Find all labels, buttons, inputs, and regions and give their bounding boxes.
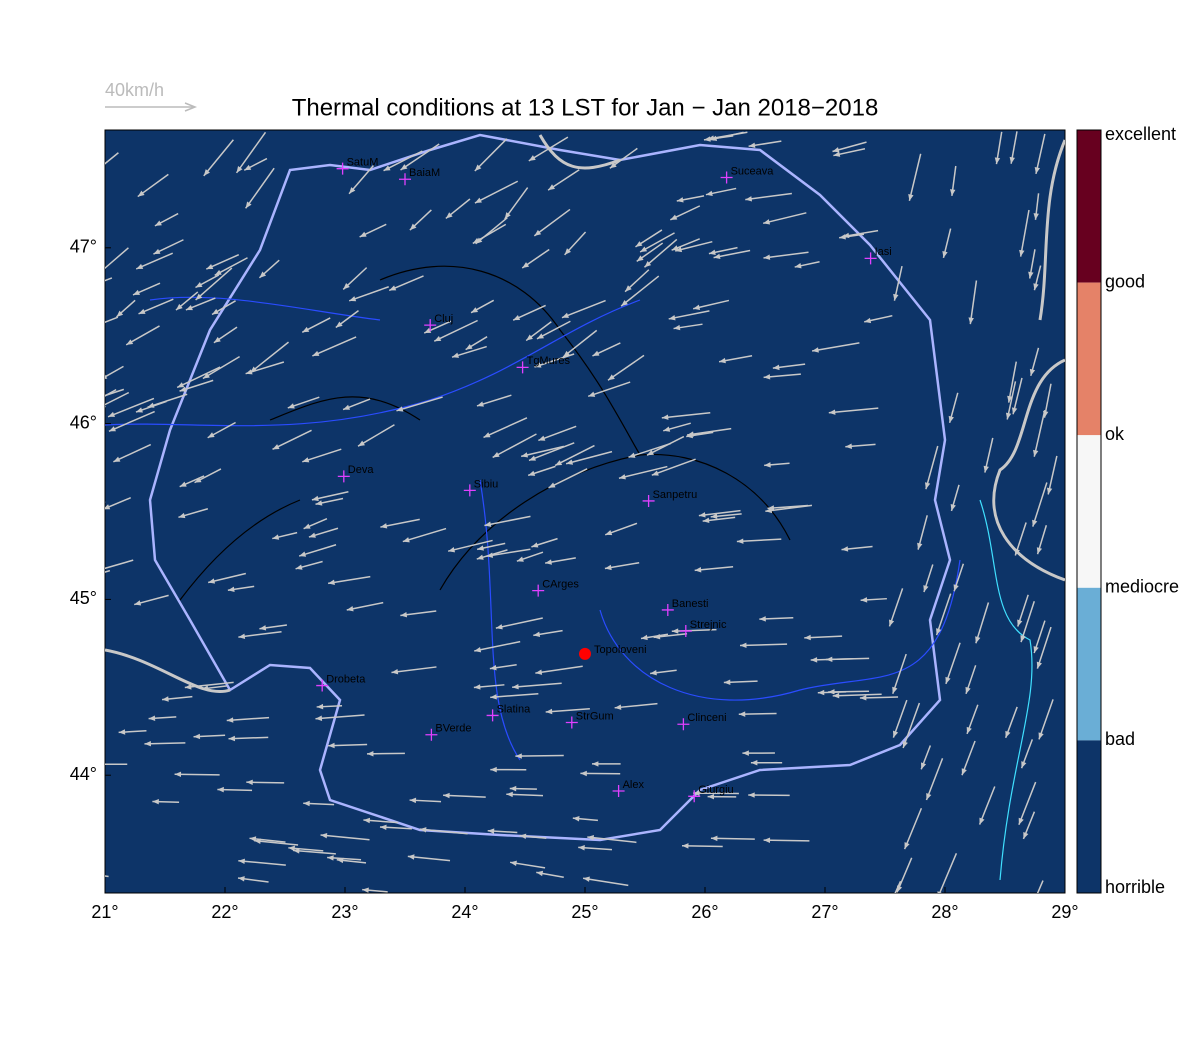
colorbar-segment xyxy=(1077,588,1101,741)
city-label: StrGum xyxy=(576,710,614,722)
y-tick-label: 46° xyxy=(70,412,97,432)
city-label: TgMures xyxy=(527,355,571,367)
selected-site xyxy=(579,648,591,660)
city-label: SatuM xyxy=(347,157,379,169)
x-tick-label: 28° xyxy=(931,902,958,922)
city-label: Deva xyxy=(348,464,375,476)
city-label: Cluj xyxy=(434,313,453,325)
y-tick-label: 44° xyxy=(70,764,97,784)
city-label: Suceava xyxy=(731,165,775,177)
colorbar-segment xyxy=(1077,130,1101,283)
x-tick-label: 21° xyxy=(91,902,118,922)
x-tick-label: 27° xyxy=(811,902,838,922)
city-label: Strejnic xyxy=(690,619,727,631)
colorbar-label: excellent xyxy=(1105,124,1176,144)
city-label: Sanpetru xyxy=(653,489,698,501)
colorbar-label: horrible xyxy=(1105,877,1165,897)
colorbar-segment xyxy=(1077,283,1101,436)
selected-site-label: Topoloveni xyxy=(594,644,647,656)
city-label: Giurgiu xyxy=(698,784,733,796)
wind-arrow xyxy=(515,756,563,757)
x-tick-label: 25° xyxy=(571,902,598,922)
city-label: BaiaM xyxy=(409,167,440,179)
colorbar-segment xyxy=(1077,435,1101,588)
city-label: Clinceni xyxy=(687,712,726,724)
city-label: BVerde xyxy=(435,723,471,735)
map-area xyxy=(105,130,1065,893)
y-tick-label: 45° xyxy=(70,588,97,608)
colorbar-label: bad xyxy=(1105,729,1135,749)
wind-scale-label: 40km/h xyxy=(105,80,164,100)
colorbar-label: ok xyxy=(1105,424,1125,444)
title: Thermal conditions at 13 LST for Jan − J… xyxy=(292,94,879,121)
colorbar-label: mediocre xyxy=(1105,577,1179,597)
city-label: Slatina xyxy=(497,703,532,715)
wind-arrow xyxy=(764,840,810,841)
y-tick-label: 47° xyxy=(70,237,97,257)
city-label: Iasi xyxy=(875,246,892,258)
city-label: CArges xyxy=(542,579,579,591)
city-label: Drobeta xyxy=(326,673,366,685)
x-tick-label: 22° xyxy=(211,902,238,922)
wind-arrow xyxy=(175,774,220,775)
colorbar-segment xyxy=(1077,740,1101,893)
city-label: Alex xyxy=(623,779,645,791)
colorbar-label: good xyxy=(1105,271,1145,291)
x-tick-label: 26° xyxy=(691,902,718,922)
x-tick-label: 24° xyxy=(451,902,478,922)
wind-arrow xyxy=(711,838,755,839)
x-tick-label: 23° xyxy=(331,902,358,922)
city-label: Sibiu xyxy=(474,478,498,490)
x-tick-label: 29° xyxy=(1051,902,1078,922)
city-label: Banesti xyxy=(672,598,709,610)
